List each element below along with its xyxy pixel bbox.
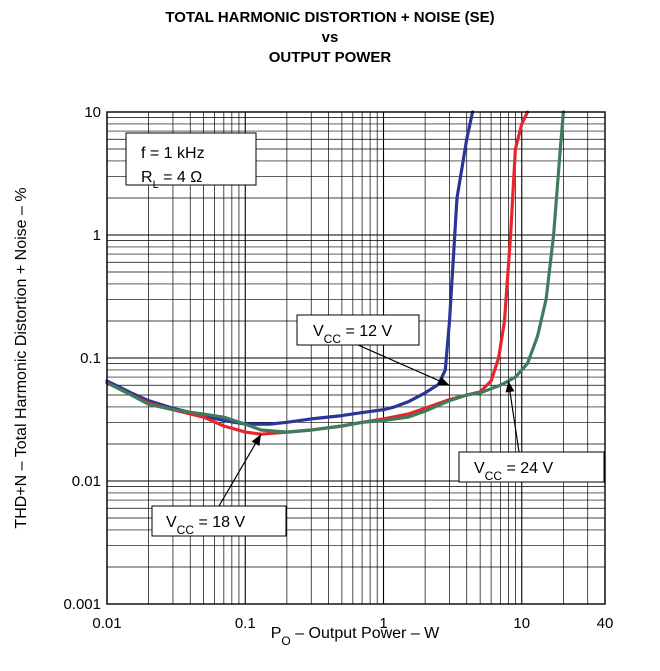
x-tick-label: 1 — [379, 615, 387, 632]
annotation-arrow-head — [505, 381, 515, 393]
series-label-18v: VCC = 18 V — [151, 505, 287, 537]
x-axis-label: PO – Output Power – W — [271, 625, 440, 648]
series-line-vcc-24v — [105, 110, 566, 434]
y-tick-label: 0.01 — [72, 473, 101, 490]
annotation-arrow-line — [218, 433, 262, 507]
svg-text:VCC = 18 V: VCC = 18 V — [166, 514, 245, 537]
annotation-arrow-line — [507, 380, 520, 453]
y-axis-label: THD+N – Total Harmonic Distortion + Nois… — [13, 187, 30, 528]
svg-text:VCC = 24 V: VCC = 24 V — [474, 460, 553, 483]
conditions-box: f = 1 kHz RL = 4 Ω — [125, 132, 257, 191]
annotation-arrow-line — [357, 344, 450, 386]
chart-title-line-3: OUTPUT POWER — [268, 49, 392, 66]
plot-frame — [106, 111, 606, 605]
x-tick-label: 0.01 — [92, 615, 121, 632]
condition-load: RL = 4 Ω — [141, 169, 202, 191]
series-line-vcc-18v — [105, 110, 530, 436]
annotation-arrow-head — [251, 434, 262, 447]
chart-title-line-1: TOTAL HARMONIC DISTORTION + NOISE (SE) — [165, 9, 495, 26]
y-tick-label: 0.1 — [80, 350, 101, 367]
x-tick-label: 40 — [597, 615, 614, 632]
svg-text:VCC = 12 V: VCC = 12 V — [313, 323, 392, 346]
x-tick-label: 10 — [513, 615, 530, 632]
condition-frequency: f = 1 kHz — [141, 145, 205, 162]
y-tick-label: 0.001 — [63, 596, 101, 613]
x-tick-label: 0.1 — [235, 615, 256, 632]
chart-title-line-2: vs — [321, 29, 339, 46]
series-label-12v: VCC = 12 V — [296, 314, 420, 346]
y-tick-label: 10 — [84, 104, 101, 121]
series-label-24v: VCC = 24 V — [458, 451, 605, 483]
y-tick-label: 1 — [93, 227, 101, 244]
annotation-arrow-head — [437, 376, 450, 386]
